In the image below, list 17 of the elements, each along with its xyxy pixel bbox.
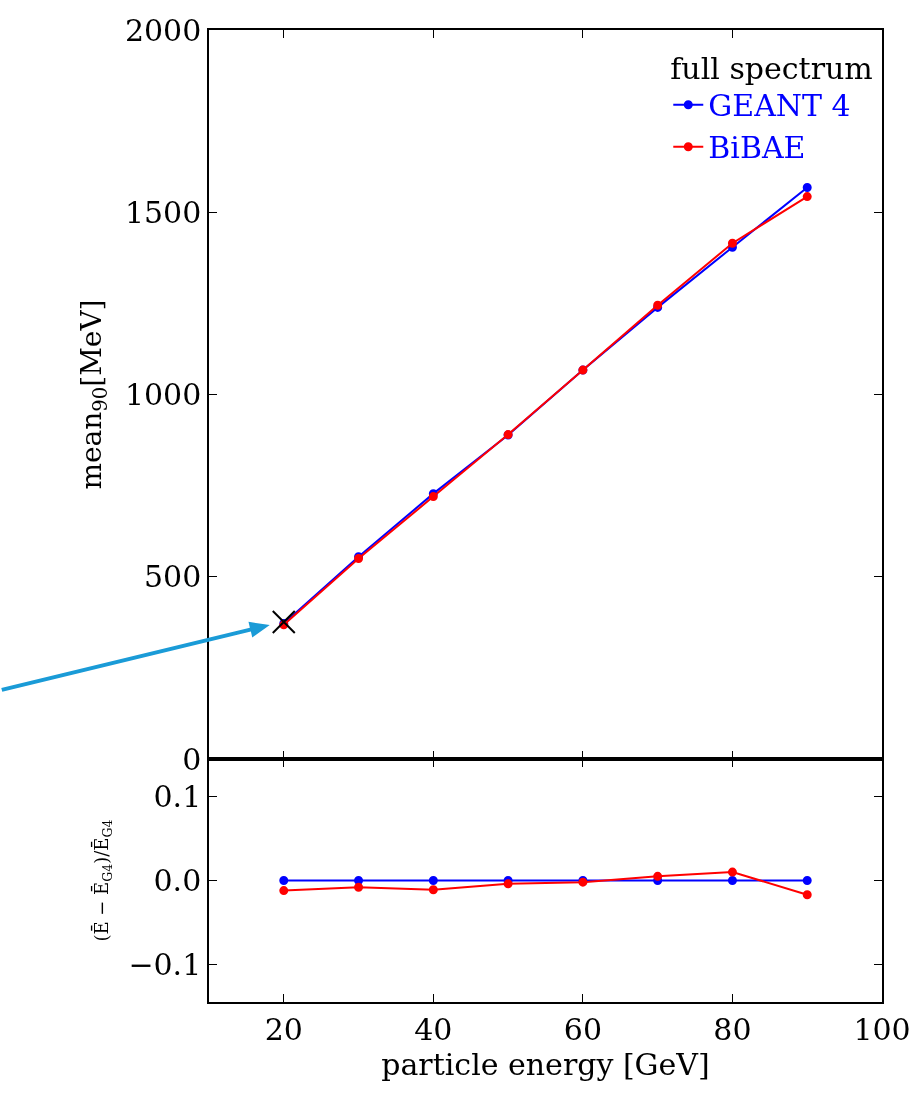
legend-title: full spectrum <box>670 50 873 86</box>
y-tick-label: 1000 <box>124 377 202 412</box>
x-tick-label: 40 <box>414 1011 453 1047</box>
y-tick-label: 1500 <box>124 194 202 230</box>
x-tick-label: 80 <box>713 1011 752 1047</box>
x-axis-title: particle energy [GeV] <box>381 1046 710 1082</box>
y-tick-label: 2000 <box>124 12 202 48</box>
y-tick-label: 0.0 <box>153 863 202 898</box>
legend-label: GEANT 4 <box>708 88 851 124</box>
x-tick-label: 20 <box>264 1011 303 1047</box>
x-tick-label: 100 <box>853 1011 911 1047</box>
y-tick-label: 500 <box>143 559 202 595</box>
y-tick-label: 0 <box>182 741 202 777</box>
y-tick-label: −0.1 <box>128 946 202 982</box>
legend-label: BiBAE <box>708 130 806 166</box>
x-tick-label: 60 <box>563 1011 602 1047</box>
y-tick-label: 0.1 <box>153 779 202 815</box>
